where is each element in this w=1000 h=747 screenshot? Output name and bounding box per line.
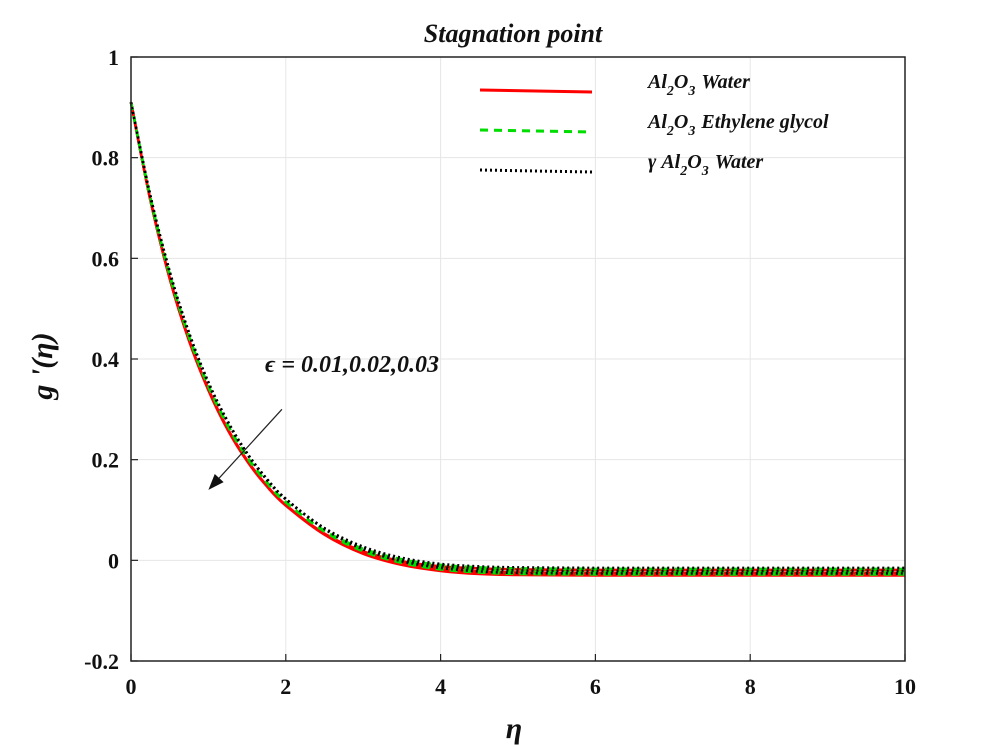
annotation-arrow <box>218 408 283 479</box>
y-tick-label: 0.4 <box>92 347 120 372</box>
x-tick-label: 6 <box>590 674 601 699</box>
legend-label: Al2O3 Ethylene glycol <box>646 111 829 139</box>
annotation-text: ϵ = 0.01,0.02,0.03 <box>265 352 439 378</box>
x-tick-label: 8 <box>745 674 756 699</box>
legend-line <box>479 168 593 174</box>
legend-label: γ Al2O3 Water <box>648 151 763 179</box>
curves <box>129 102 905 577</box>
annotation: ϵ = 0.01,0.02,0.03 <box>208 352 439 490</box>
x-tick-label: 2 <box>280 674 291 699</box>
y-tick-label: 0.2 <box>92 448 120 473</box>
series-line <box>129 102 905 575</box>
y-tick-label: -0.2 <box>84 649 119 674</box>
x-axis-label: η <box>506 712 522 745</box>
annotation-arrowhead <box>208 474 224 490</box>
y-axis-label: g '(η) <box>26 332 59 400</box>
y-tick-label: 0 <box>108 548 119 573</box>
y-tick-label: 0.8 <box>92 146 120 171</box>
x-tick-label: 0 <box>126 674 137 699</box>
x-tick-label: 10 <box>894 674 916 699</box>
y-tick-label: 1 <box>108 45 119 70</box>
y-tick-label: 0.6 <box>92 246 120 271</box>
legend-line <box>479 128 593 134</box>
chart-title: Stagnation point <box>424 19 603 48</box>
ticks: 0 2 4 6 8 10 -0.2 0 0.2 0.4 0.6 0.8 1 <box>84 45 916 699</box>
x-tick-label: 4 <box>435 674 446 699</box>
grid <box>130 56 906 662</box>
legend-label: Al2O3 Water <box>646 71 750 99</box>
legend-line <box>479 88 593 94</box>
legend: Al2O3 Water Al2O3 Ethylene glycol γ Al2O3 Wat… <box>479 71 829 179</box>
